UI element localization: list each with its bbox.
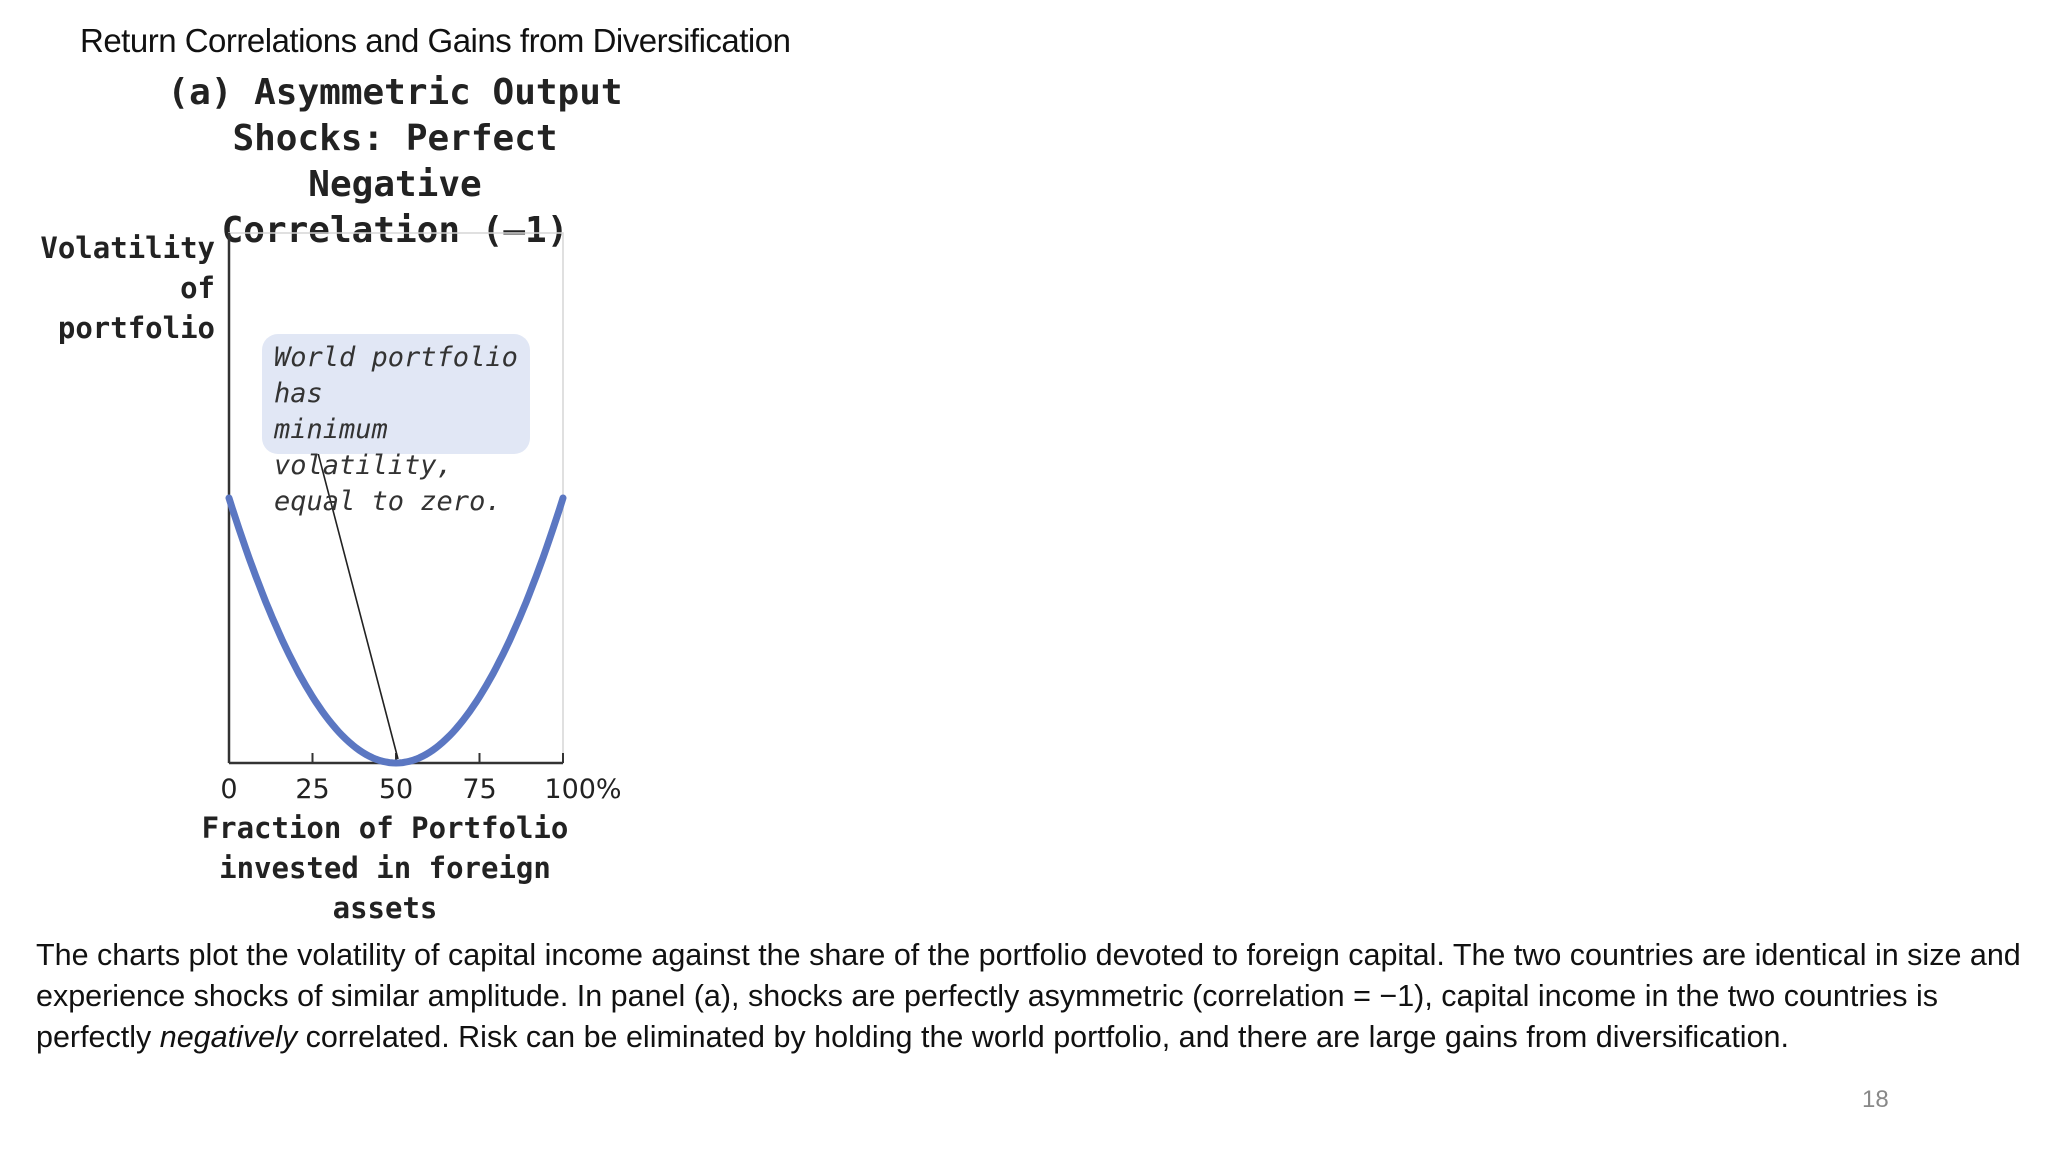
x-axis-label-line: Fraction of Portfolio — [201, 811, 569, 845]
y-axis-label-line: Volatility — [40, 231, 215, 265]
slide-title: Return Correlations and Gains from Diver… — [80, 22, 791, 59]
y-axis-label: Volatility of portfolio — [40, 228, 215, 348]
chart-title: (a) Asymmetric Output Shocks: Perfect Ne… — [150, 70, 640, 254]
annotation-pointer — [317, 452, 399, 760]
x-axis-label: Fraction of Portfolio invested in foreig… — [180, 808, 590, 928]
caption-emphasis: negatively — [159, 1020, 298, 1054]
x-tick-label: 50 — [378, 774, 414, 805]
y-axis-label-line: of portfolio — [57, 271, 215, 345]
x-axis-label-line: invested in foreign assets — [219, 851, 551, 925]
x-tick-label: 100% — [544, 774, 622, 805]
chart-title-line: (a) Asymmetric Output — [167, 72, 623, 113]
volatility-curve — [225, 494, 567, 767]
x-tick-label: 25 — [295, 774, 330, 805]
x-tick-label: 0 — [220, 774, 238, 805]
caption-text-end: correlated. Risk can be eliminated by ho… — [297, 1020, 1789, 1054]
annotation-callout: World portfolio has minimum volatility, … — [262, 334, 530, 517]
page-number: 18 — [1862, 1086, 1889, 1113]
chart-title-line: Shocks: Perfect Negative — [232, 118, 558, 205]
figure-caption: The charts plot the volatility of capita… — [36, 935, 2036, 1058]
caption-text: The charts plot the volatility of capita… — [36, 938, 2021, 1054]
chart-title-line: Correlation (–1) — [221, 210, 569, 251]
x-tick-label: 75 — [462, 774, 497, 805]
